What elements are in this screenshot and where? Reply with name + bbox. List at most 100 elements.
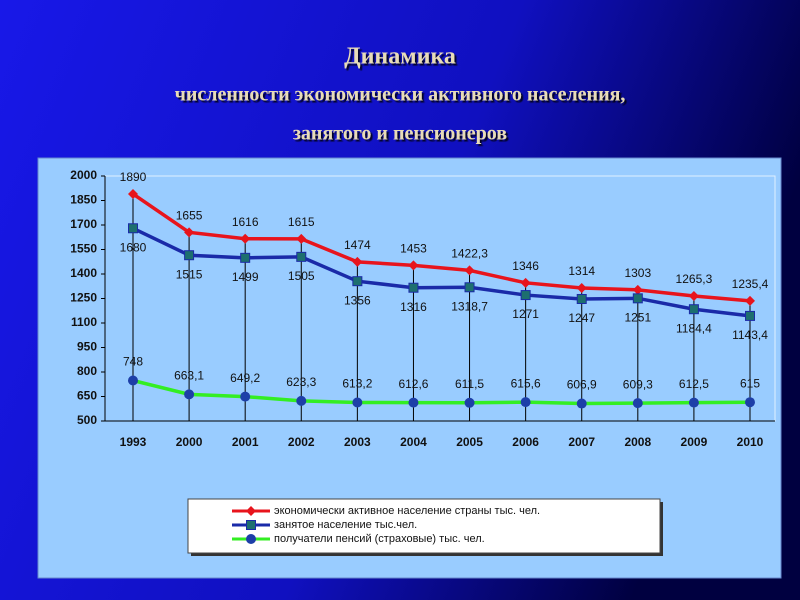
marker [240,233,251,244]
value-label: 1318,7 [451,299,488,313]
y-tick-label: 1250 [70,291,97,305]
marker [246,534,256,544]
value-label: 612,5 [679,377,709,391]
legend-label: занятое население тыс.чел. [274,519,417,531]
marker [184,227,195,238]
x-tick-label: 2010 [737,435,764,449]
marker [352,397,363,408]
marker [184,389,195,400]
y-tick-label: 2000 [70,168,97,182]
marker [240,391,251,402]
value-label: 1680 [120,240,147,254]
series-line [132,378,751,406]
value-label: 1474 [344,238,371,252]
x-tick-label: 1993 [120,435,147,449]
y-tick-label: 950 [77,340,97,354]
value-label: 606,9 [567,378,597,392]
marker [296,251,307,262]
marker [128,375,138,386]
value-label: 1655 [176,209,203,223]
value-label: 1303 [624,266,651,280]
value-label: 615,6 [511,376,541,390]
marker [745,397,755,408]
marker [246,520,256,530]
marker [632,293,643,304]
chart: 500 650 800 950 1100 1250 1400 1550 1700 1850 2000… [70,168,775,545]
marker [632,284,643,295]
value-label: 613,2 [342,377,372,391]
y-tick-label: 1550 [70,242,97,256]
marker [576,283,587,294]
value-label: 1235,4 [732,277,769,291]
value-label: 1356 [344,293,371,307]
value-label: 1143,4 [732,328,768,342]
x-tick-label: 2000 [176,435,203,449]
value-label: 1265,3 [676,272,713,286]
marker [520,277,531,288]
value-label: 1616 [232,215,259,229]
y-tick-label: 1700 [70,217,97,231]
marker [745,295,755,306]
value-label: 611,5 [455,377,484,391]
value-label: 1251 [624,311,651,325]
marker [352,276,363,287]
marker [408,260,419,271]
value-label: 1515 [176,267,203,281]
x-tick-label: 2006 [512,435,539,449]
marker [184,250,195,261]
value-label: 1890 [120,170,147,184]
x-tick-label: 2009 [681,435,708,449]
title-line: Динамика [344,44,456,70]
marker [296,395,307,406]
value-label: 748 [123,355,143,369]
x-tick-label: 2005 [456,435,483,449]
value-label: 1271 [512,307,539,321]
legend-label: получатели пенсий (страховые) тыс. чел. [274,533,485,545]
y-tick-label: 1400 [70,266,97,280]
value-label: 1184,4 [676,321,712,335]
value-label: 615 [740,376,760,390]
value-label: 649,2 [230,371,260,385]
marker [632,398,643,409]
marker [240,252,251,263]
value-label: 1499 [232,270,259,284]
value-label: 1422,3 [451,247,488,261]
value-label: 609,3 [623,377,653,391]
x-tick-label: 2002 [288,435,315,449]
marker [688,304,699,315]
series-line [132,226,751,318]
marker [688,291,699,302]
value-label: 1505 [288,269,315,283]
marker [576,293,587,304]
marker [520,397,531,408]
value-label: 1615 [288,215,315,229]
y-tick-label: 1850 [70,193,97,207]
marker [408,397,419,408]
value-label: 663,1 [174,369,204,383]
legend-label: экономически активное население страны т… [274,505,540,517]
y-tick-label: 800 [77,364,97,378]
y-tick-label: 500 [77,413,97,427]
series-line [132,192,751,303]
value-label: 612,6 [398,377,428,391]
marker [128,223,138,234]
title-line: занятого и пенсионеров [293,123,507,145]
marker [408,282,419,293]
value-label: 1316 [400,300,427,314]
x-tick-label: 2003 [344,435,371,449]
marker [688,397,699,408]
marker [576,398,587,409]
x-tick-label: 2008 [624,435,651,449]
y-tick-label: 1100 [71,315,97,329]
marker [464,282,475,293]
value-label: 1346 [512,259,539,273]
marker [520,290,531,301]
marker [464,397,475,408]
marker [352,256,363,267]
value-label: 623,3 [286,375,316,389]
marker [464,265,475,276]
y-tick-label: 650 [77,389,97,403]
value-label: 1453 [400,242,427,256]
title-line: численности экономически активного насел… [175,84,626,106]
